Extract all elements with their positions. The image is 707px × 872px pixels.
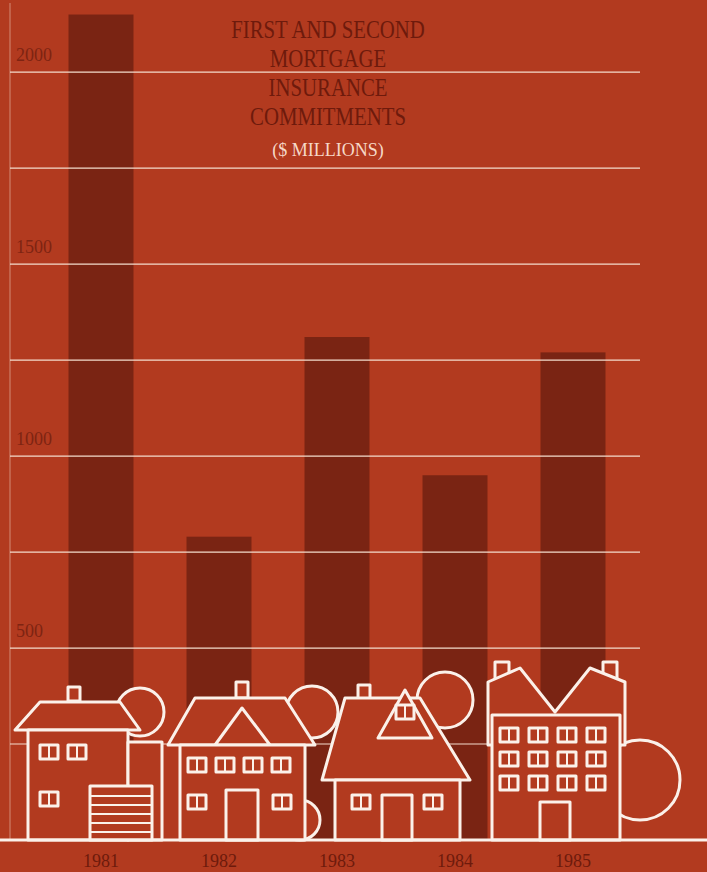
window [500, 752, 518, 766]
title-line: INSURANCE [269, 73, 388, 102]
window [352, 795, 370, 809]
minor-grid-line [10, 359, 640, 360]
minor-grid-line [10, 167, 640, 168]
window-bar [360, 795, 362, 809]
window-bar [252, 758, 254, 772]
garage-door [90, 786, 152, 840]
house-body [180, 745, 305, 840]
window [558, 728, 576, 742]
window-bar [432, 795, 434, 809]
garage-line [90, 813, 152, 815]
window-bar [281, 795, 283, 809]
chimney [236, 682, 248, 698]
grid-line [10, 455, 640, 456]
window [188, 758, 206, 772]
subtitle: ($ MILLIONS) [272, 140, 383, 161]
window-bar [537, 752, 539, 766]
minor-grid-line [10, 551, 640, 552]
gable [378, 690, 432, 738]
window-bar [566, 776, 568, 790]
y-tick-label: 500 [16, 621, 43, 641]
window [244, 758, 262, 772]
window-bar [196, 758, 198, 772]
window-bar [48, 792, 50, 806]
window-bar [595, 728, 597, 742]
title-line: MORTGAGE [270, 44, 387, 73]
house-body [335, 780, 460, 840]
window [216, 758, 234, 772]
window-bar [537, 776, 539, 790]
roof [168, 698, 315, 745]
door [382, 795, 412, 840]
window [396, 705, 414, 719]
roof [15, 702, 140, 730]
window [558, 752, 576, 766]
x-tick-label: 1983 [319, 851, 355, 871]
window-bar [537, 728, 539, 742]
title: FIRST AND SECONDMORTGAGEINSURANCECOMMITM… [231, 15, 425, 131]
window [587, 776, 605, 790]
house-body [492, 715, 620, 840]
chart-container: 500 1000 1500 2000 FIRST AND SECONDMORTGAGEI… [0, 0, 707, 872]
y-tick-label: 1000 [16, 429, 52, 449]
y-tick-label: 2000 [16, 45, 52, 65]
window [273, 795, 291, 809]
garage-line [90, 822, 152, 824]
x-tick-label: 1982 [201, 851, 237, 871]
window-bar [280, 758, 282, 772]
window [188, 795, 206, 809]
garage-line [90, 831, 152, 833]
roof [488, 668, 625, 745]
x-tick-label: 1985 [555, 851, 591, 871]
garage-line [90, 804, 152, 806]
window-bar [508, 776, 510, 790]
window-bar [508, 728, 510, 742]
background [0, 0, 707, 872]
door [540, 802, 570, 840]
window [587, 752, 605, 766]
chart-svg: 500 1000 1500 2000 FIRST AND SECONDMORTGAGEI… [0, 0, 707, 872]
window-bar [196, 795, 198, 809]
title-line: FIRST AND SECOND [231, 15, 425, 44]
window-bar [566, 728, 568, 742]
window-bar [508, 752, 510, 766]
window [529, 752, 547, 766]
x-tick-label: 1981 [83, 851, 119, 871]
window-bar [76, 745, 78, 759]
grid-line [10, 647, 640, 648]
window [500, 728, 518, 742]
door [226, 790, 258, 840]
window-bar [595, 776, 597, 790]
window-bar [566, 752, 568, 766]
y-axis-line [10, 3, 11, 840]
window [500, 776, 518, 790]
grid-line [10, 263, 640, 264]
window-bar [48, 745, 50, 759]
window [529, 728, 547, 742]
title-group: FIRST AND SECONDMORTGAGEINSURANCECOMMITM… [231, 15, 425, 161]
ground-line [0, 839, 707, 842]
window [529, 776, 547, 790]
grid [10, 72, 640, 744]
chimney [68, 687, 80, 701]
window [40, 745, 58, 759]
window [558, 776, 576, 790]
window-bar [224, 758, 226, 772]
y-tick-label: 1500 [16, 237, 52, 257]
gable [215, 708, 270, 745]
window [424, 795, 442, 809]
garage-line [90, 795, 152, 797]
window [40, 792, 58, 806]
houses-decoration [0, 662, 707, 840]
window [272, 758, 290, 772]
window-bar [595, 752, 597, 766]
title-line: COMMITMENTS [250, 102, 406, 131]
window-bar [404, 705, 406, 719]
window [587, 728, 605, 742]
x-tick-label: 1984 [437, 851, 473, 871]
window [68, 745, 86, 759]
